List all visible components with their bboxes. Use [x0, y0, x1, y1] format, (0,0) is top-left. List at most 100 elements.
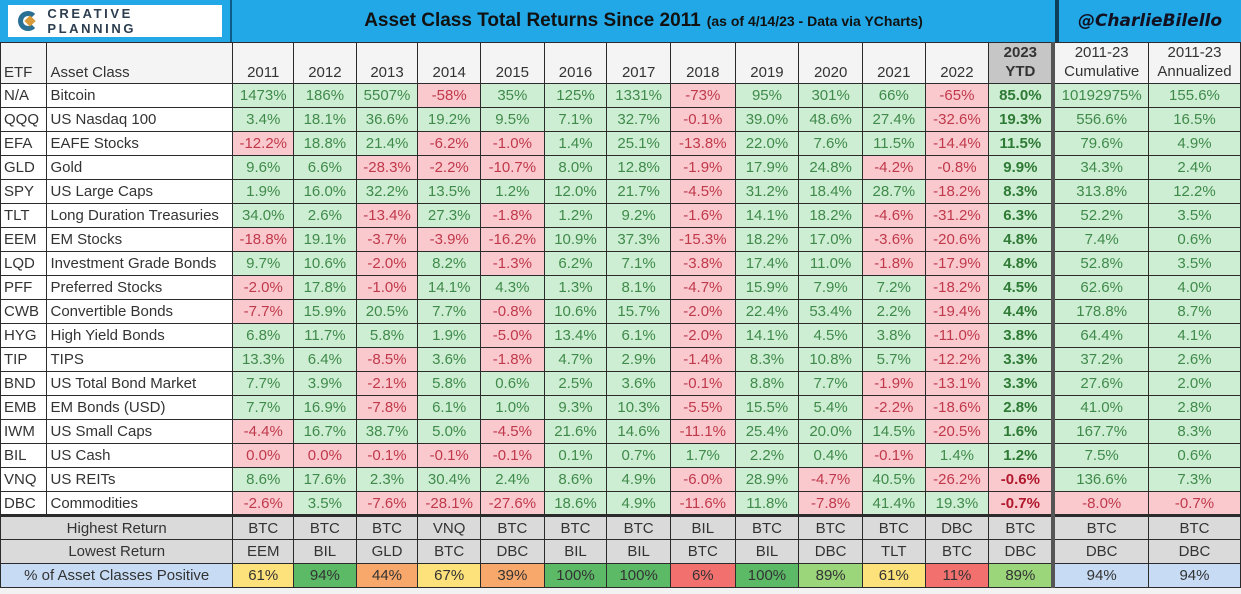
- table-row: CWB Convertible Bonds -7.7% 15.9% 20.5% 7.7% -…: [0, 299, 1241, 324]
- annualized-return-cell: 16.5%: [1147, 107, 1241, 132]
- annualized-return-cell: 12.2%: [1147, 179, 1241, 204]
- cumulative-return-cell: 556.6%: [1051, 107, 1149, 132]
- return-cell: 2.6%: [293, 203, 357, 228]
- summary-cell: BTC: [734, 514, 800, 540]
- annualized-return-cell: 4.9%: [1147, 131, 1241, 156]
- return-cell: -2.2%: [417, 155, 481, 180]
- ytd-return-cell: 1.2%: [988, 443, 1054, 468]
- summary-cell: BTC: [1147, 514, 1241, 540]
- return-cell: 0.7%: [606, 443, 671, 468]
- ytd-return-cell: 3.3%: [988, 371, 1054, 396]
- ytd-return-cell: 6.3%: [988, 203, 1054, 228]
- return-cell: 1.9%: [232, 179, 295, 204]
- asset-class-name: EAFE Stocks: [46, 131, 234, 156]
- table-row: TIP TIPS 13.3% 6.4% -8.5% 3.6% -1.8% 4.7% 2.9% -1…: [0, 347, 1241, 372]
- ytd-return-cell: 3.3%: [988, 347, 1054, 372]
- cumulative-return-cell: 79.6%: [1051, 131, 1149, 156]
- return-cell: -2.0%: [669, 323, 736, 348]
- return-cell: 4.9%: [606, 491, 671, 516]
- return-cell: 14.1%: [734, 203, 800, 228]
- table-row: TLT Long Duration Treasuries 34.0% 2.6% -13.…: [0, 203, 1241, 228]
- etf-ticker: TIP: [0, 347, 48, 372]
- return-cell: 9.2%: [606, 203, 671, 228]
- return-cell: -1.8%: [480, 203, 545, 228]
- return-cell: 15.7%: [606, 299, 671, 324]
- summary-cell: BTC: [232, 514, 295, 540]
- cumulative-return-cell: 37.2%: [1051, 347, 1149, 372]
- annualized-return-cell: 2.6%: [1147, 347, 1241, 372]
- return-cell: 20.5%: [355, 299, 419, 324]
- asset-class-name: Convertible Bonds: [46, 299, 234, 324]
- col-header-ytd-line1: 2023: [1003, 44, 1038, 61]
- summary-cell: 67%: [417, 563, 481, 588]
- return-cell: 16.7%: [293, 419, 357, 444]
- summary-cell: 100%: [606, 563, 671, 588]
- etf-ticker: BND: [0, 371, 48, 396]
- return-cell: 16.9%: [293, 395, 357, 420]
- col-header-year: 2019: [734, 42, 800, 84]
- return-cell: 1.7%: [669, 443, 736, 468]
- return-cell: 12.0%: [543, 179, 608, 204]
- annualized-return-cell: 4.1%: [1147, 323, 1241, 348]
- annualized-return-cell: 8.3%: [1147, 419, 1241, 444]
- etf-ticker: SPY: [0, 179, 48, 204]
- col-header-cumulative: 2011-23 Cumulative: [1051, 42, 1149, 84]
- return-cell: -73%: [669, 83, 736, 108]
- summary-row-positive: % of Asset Classes Positive 61% 94% 44% 67% 3…: [0, 563, 1241, 588]
- return-cell: 18.8%: [293, 131, 357, 156]
- return-cell: -8.5%: [355, 347, 419, 372]
- ytd-return-cell: 3.8%: [988, 323, 1054, 348]
- ytd-return-cell: -0.7%: [988, 491, 1054, 516]
- return-cell: 1331%: [606, 83, 671, 108]
- return-cell: -11.0%: [924, 323, 990, 348]
- return-cell: -26.2%: [924, 467, 990, 492]
- summary-row-lowest: Lowest Return EEM BIL GLD BTC DBC BIL BIL BTC BIL…: [0, 539, 1241, 564]
- return-cell: 7.7%: [232, 371, 295, 396]
- return-cell: -4.7%: [798, 467, 863, 492]
- summary-cell: BTC: [988, 514, 1054, 540]
- ytd-return-cell: 19.3%: [988, 107, 1054, 132]
- return-cell: 186%: [293, 83, 357, 108]
- return-cell: 8.6%: [543, 467, 608, 492]
- return-cell: -7.8%: [355, 395, 419, 420]
- table-row: BND US Total Bond Market 7.7% 3.9% -2.1% 5.8%…: [0, 371, 1241, 396]
- cumulative-return-cell: 10192975%: [1051, 83, 1149, 108]
- return-cell: -0.1%: [417, 443, 481, 468]
- col-header-year: 2020: [798, 42, 863, 84]
- cumulative-return-cell: 136.6%: [1051, 467, 1149, 492]
- asset-class-name: Long Duration Treasuries: [46, 203, 234, 228]
- return-cell: 25.4%: [734, 419, 800, 444]
- etf-ticker: PFF: [0, 275, 48, 300]
- return-cell: -4.4%: [232, 419, 295, 444]
- summary-cell: BIL: [606, 539, 671, 564]
- return-cell: 9.6%: [232, 155, 295, 180]
- return-cell: -13.1%: [924, 371, 990, 396]
- ytd-return-cell: 11.5%: [988, 131, 1054, 156]
- col-header-asset-class: Asset Class: [46, 42, 234, 84]
- etf-ticker: EFA: [0, 131, 48, 156]
- ytd-return-cell: 9.9%: [988, 155, 1054, 180]
- return-cell: -3.7%: [355, 227, 419, 252]
- table-row: DBC Commodities -2.6% 3.5% -7.6% -28.1% -27.6%…: [0, 491, 1241, 516]
- return-cell: 40.5%: [861, 467, 926, 492]
- asset-class-name: Preferred Stocks: [46, 275, 234, 300]
- asset-class-name: Investment Grade Bonds: [46, 251, 234, 276]
- return-cell: 7.1%: [543, 107, 608, 132]
- return-cell: 17.9%: [734, 155, 800, 180]
- return-cell: 7.7%: [417, 299, 481, 324]
- return-cell: 20.0%: [798, 419, 863, 444]
- summary-cell: DBC: [988, 539, 1054, 564]
- return-cell: -1.8%: [480, 347, 545, 372]
- ytd-return-cell: 4.8%: [988, 251, 1054, 276]
- ytd-return-cell: 8.3%: [988, 179, 1054, 204]
- table-row: EEM EM Stocks -18.8% 19.1% -3.7% -3.9% -16.2% 1…: [0, 227, 1241, 252]
- return-cell: -18.2%: [924, 179, 990, 204]
- return-cell: 3.6%: [417, 347, 481, 372]
- cumulative-return-cell: 64.4%: [1051, 323, 1149, 348]
- col-header-year: 2011: [232, 42, 295, 84]
- return-cell: 18.2%: [798, 203, 863, 228]
- summary-cell: BTC: [924, 539, 990, 564]
- return-cell: 21.4%: [355, 131, 419, 156]
- return-cell: 0.6%: [480, 371, 545, 396]
